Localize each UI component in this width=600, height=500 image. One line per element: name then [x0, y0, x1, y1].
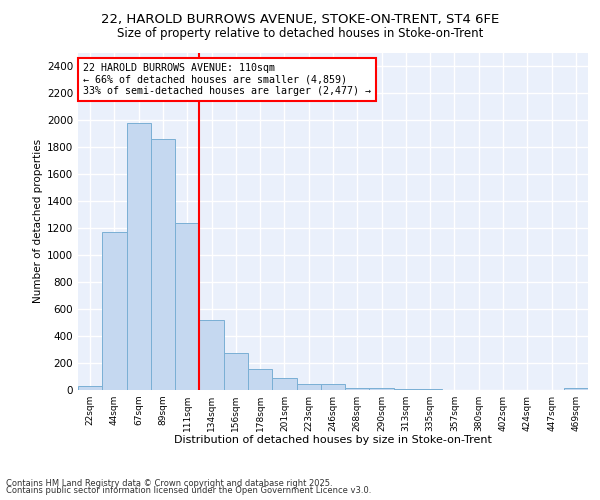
Bar [370, 388, 394, 390]
Bar [151, 139, 175, 390]
Bar [296, 384, 321, 390]
Bar [175, 222, 199, 390]
Y-axis label: Number of detached properties: Number of detached properties [33, 139, 43, 304]
Bar [272, 378, 296, 390]
Bar [127, 122, 151, 390]
Text: 22, HAROLD BURROWS AVENUE, STOKE-ON-TRENT, ST4 6FE: 22, HAROLD BURROWS AVENUE, STOKE-ON-TREN… [101, 12, 499, 26]
Text: 22 HAROLD BURROWS AVENUE: 110sqm
← 66% of detached houses are smaller (4,859)
33: 22 HAROLD BURROWS AVENUE: 110sqm ← 66% o… [83, 62, 371, 96]
Text: Contains HM Land Registry data © Crown copyright and database right 2025.: Contains HM Land Registry data © Crown c… [6, 478, 332, 488]
X-axis label: Distribution of detached houses by size in Stoke-on-Trent: Distribution of detached houses by size … [174, 436, 492, 446]
Bar [102, 232, 127, 390]
Bar [321, 384, 345, 390]
Bar [345, 388, 370, 390]
Bar [394, 389, 418, 390]
Bar [78, 386, 102, 390]
Bar [248, 369, 272, 390]
Bar [199, 320, 224, 390]
Bar [564, 388, 588, 390]
Bar [224, 353, 248, 390]
Text: Contains public sector information licensed under the Open Government Licence v3: Contains public sector information licen… [6, 486, 371, 495]
Text: Size of property relative to detached houses in Stoke-on-Trent: Size of property relative to detached ho… [117, 28, 483, 40]
